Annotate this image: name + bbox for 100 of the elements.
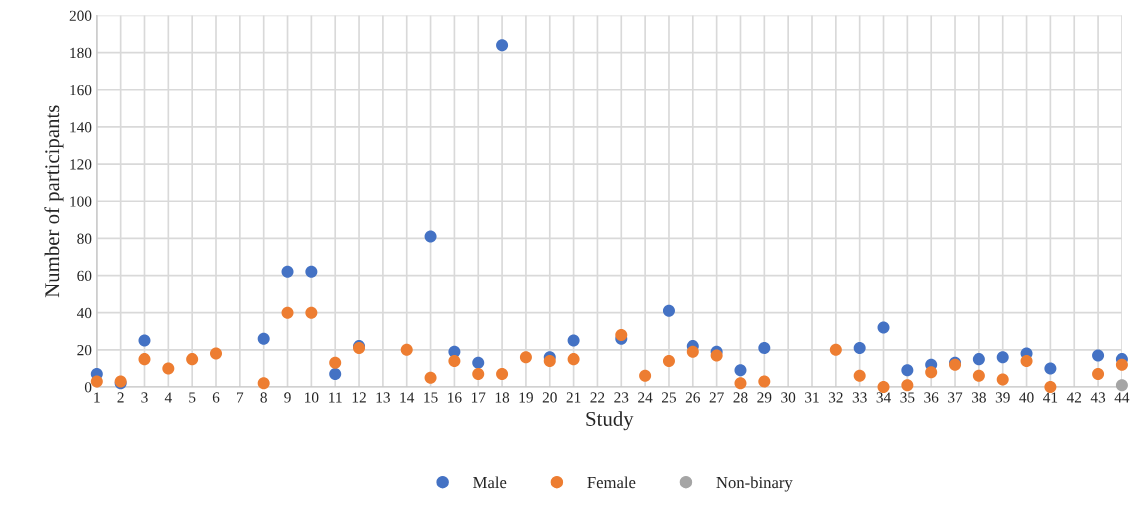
x-tick-label: 3	[141, 392, 148, 403]
point	[567, 334, 580, 347]
x-tick-label: 6	[212, 392, 220, 403]
point	[424, 230, 437, 243]
x-tick-label: 19	[519, 392, 533, 403]
x-tick-label: 1	[94, 392, 100, 403]
point	[662, 304, 675, 317]
x-tick-label: 32	[828, 392, 843, 403]
x-tick-label: 22	[590, 392, 605, 403]
legend-label: Female	[587, 476, 636, 489]
x-tick-label: 28	[733, 392, 748, 403]
y-tick-label: 120	[70, 159, 92, 170]
point	[472, 367, 485, 381]
y-tick-label: 80	[77, 233, 92, 244]
point	[734, 377, 747, 390]
x-tick-label: 34	[876, 392, 891, 403]
x-tick-label: 29	[757, 392, 772, 403]
y-tick-label: 0	[84, 382, 92, 393]
x-tick-label: 36	[924, 392, 939, 403]
point	[257, 332, 270, 345]
y-tick-label: 140	[70, 122, 92, 133]
y-tick-label: 20	[77, 344, 92, 356]
point	[972, 369, 985, 382]
point	[639, 369, 652, 382]
point	[567, 353, 580, 366]
point	[305, 306, 318, 319]
x-tick-label: 9	[284, 392, 291, 403]
point	[138, 353, 151, 366]
x-tick-label: 25	[662, 392, 677, 403]
x-tick-label: 20	[542, 392, 557, 403]
point	[901, 364, 914, 377]
x-tick-label: 41	[1043, 392, 1058, 403]
x-tick-label: 38	[971, 392, 986, 403]
x-tick-label: 5	[189, 392, 196, 403]
x-tick-label: 42	[1066, 392, 1082, 403]
x-tick-label: 30	[781, 392, 796, 403]
point	[710, 349, 723, 362]
legend-label: Non-binary	[716, 476, 793, 492]
point	[496, 367, 509, 381]
point	[758, 375, 771, 388]
x-tick-label: 21	[566, 392, 581, 403]
point	[90, 375, 103, 388]
x-tick-label: 17	[471, 392, 486, 403]
point	[424, 371, 437, 384]
point	[758, 341, 771, 354]
legend-label: Male	[473, 476, 507, 489]
point	[1092, 349, 1105, 362]
x-tick-label: 12	[352, 392, 366, 403]
point	[615, 328, 628, 341]
x-tick-label: 33	[852, 392, 867, 403]
x-tick-label: 44	[1114, 392, 1130, 403]
x-tick-label: 18	[495, 392, 510, 403]
x-axis-title: Study	[586, 411, 634, 431]
x-tick-label: 27	[709, 392, 724, 403]
x-tick-label: 39	[995, 392, 1010, 403]
point	[853, 369, 866, 382]
x-tick-label: 13	[376, 392, 390, 403]
point	[1115, 358, 1128, 371]
x-tick-label: 31	[805, 392, 819, 403]
x-tick-label: 14	[400, 392, 415, 403]
point	[186, 353, 199, 366]
x-tick-label: 4	[164, 392, 172, 403]
point	[662, 354, 675, 368]
y-axis-title: Number of participants	[44, 105, 64, 298]
x-tick-label: 11	[329, 392, 342, 403]
x-tick-label: 35	[900, 392, 915, 403]
point	[972, 353, 985, 366]
x-tick-label: 10	[305, 392, 319, 403]
x-tick-label: 24	[638, 392, 653, 403]
point	[210, 347, 223, 360]
point	[901, 379, 914, 392]
y-tick-label: 200	[69, 10, 92, 21]
x-tick-label: 7	[237, 392, 244, 403]
x-tick-label: 23	[614, 392, 629, 403]
point	[996, 351, 1009, 364]
x-tick-label: 15	[424, 392, 438, 403]
x-tick-label: 43	[1090, 392, 1106, 403]
point	[1092, 367, 1105, 381]
point	[686, 345, 699, 358]
point	[1044, 362, 1057, 375]
point	[400, 343, 413, 356]
point	[996, 373, 1009, 386]
point	[472, 356, 485, 369]
point	[519, 351, 532, 364]
point	[1020, 354, 1033, 368]
y-tick-label: 180	[70, 47, 92, 59]
x-tick-label: 40	[1019, 392, 1034, 403]
point	[925, 366, 938, 379]
x-tick-label: 2	[117, 392, 124, 403]
point	[543, 354, 556, 368]
point	[281, 265, 294, 278]
point	[329, 367, 342, 381]
point	[829, 343, 842, 356]
point	[281, 306, 294, 319]
point	[1115, 379, 1128, 392]
point	[734, 364, 747, 377]
y-tick-label: 160	[70, 84, 92, 96]
x-tick-label: 16	[448, 392, 462, 403]
point	[448, 354, 461, 368]
point	[877, 321, 890, 334]
